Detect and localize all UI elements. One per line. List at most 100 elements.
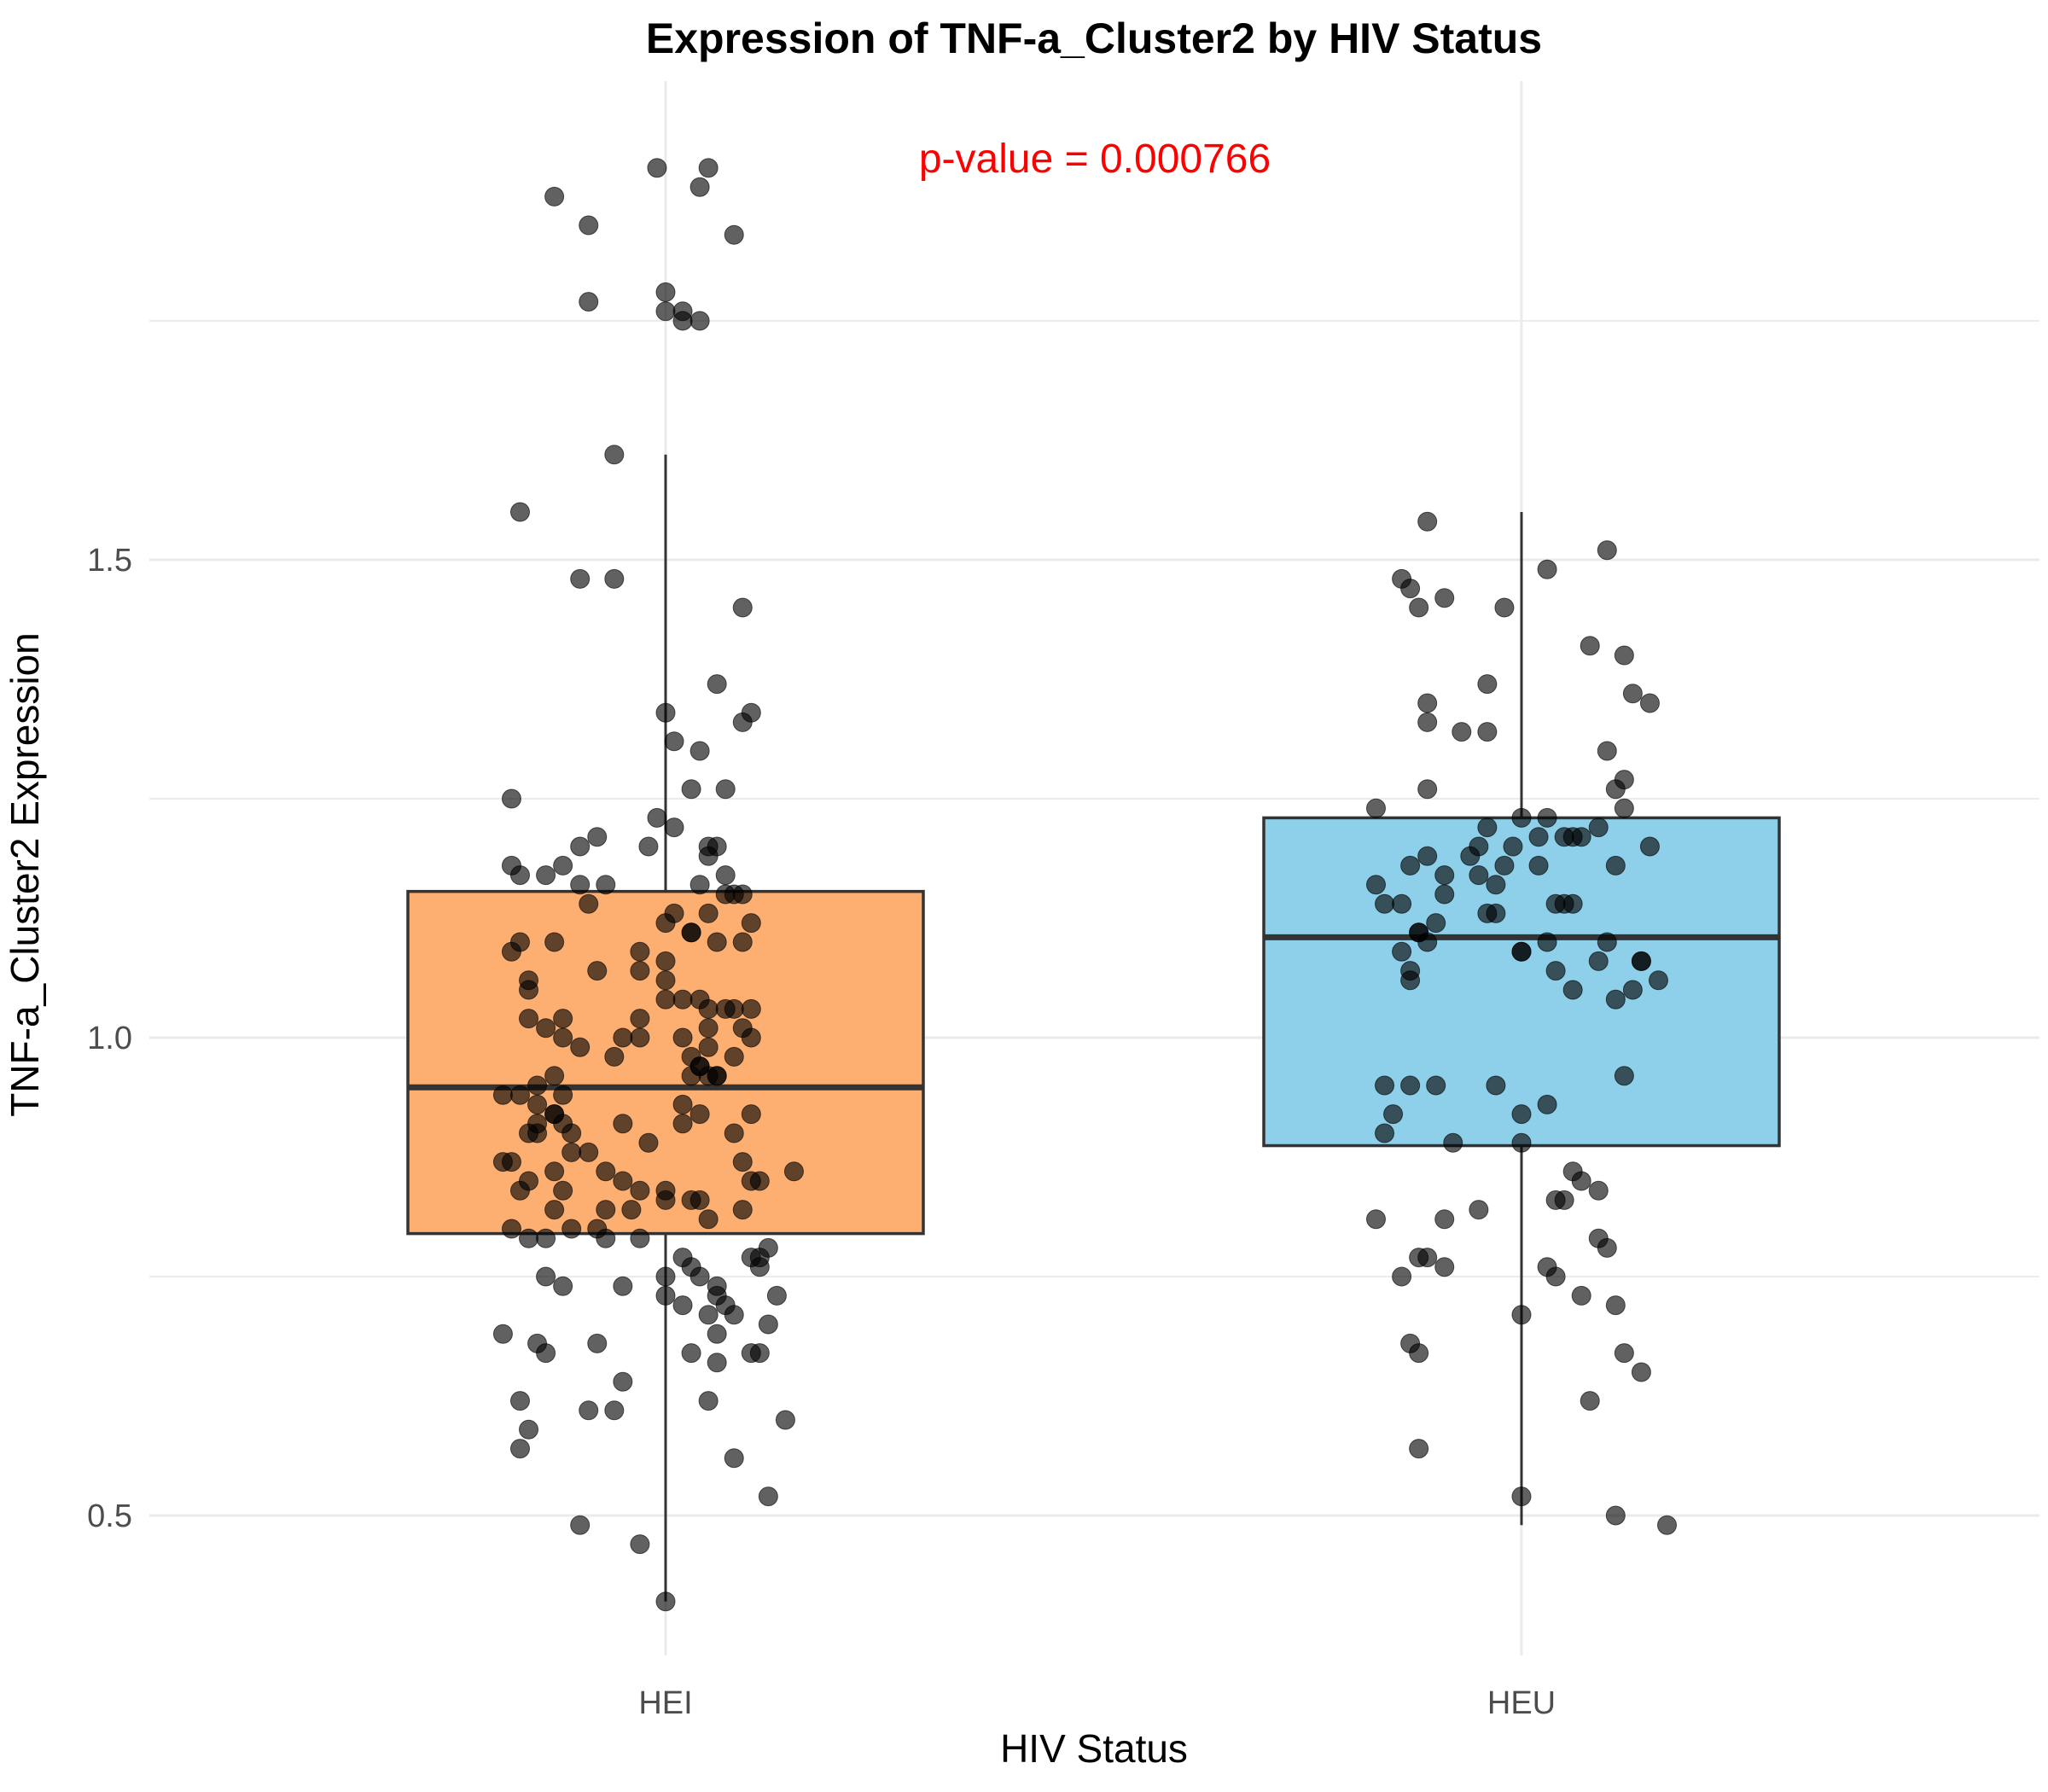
data-point-HEI <box>741 998 761 1019</box>
y-tick-label: 1.5 <box>87 543 132 579</box>
data-point-HEI <box>536 1018 556 1039</box>
data-point-HEI <box>596 875 616 895</box>
data-point-HEI <box>519 1009 539 1029</box>
x-axis-title: HIV Status <box>1000 1726 1188 1771</box>
data-point-HEI <box>509 1180 530 1201</box>
data-point-HEU <box>1528 855 1549 876</box>
data-point-HEI <box>501 788 521 809</box>
data-points <box>492 158 1678 1612</box>
data-point-HEI <box>689 311 710 331</box>
data-point-HEI <box>561 1142 582 1162</box>
data-point-HEI <box>587 1333 608 1353</box>
data-point-HEI <box>613 1027 633 1048</box>
data-point-HEI <box>570 1515 591 1535</box>
data-point-HEU <box>1409 1248 1429 1268</box>
data-point-HEI <box>536 1266 556 1287</box>
data-point-HEU <box>1486 1075 1506 1096</box>
y-tick-label: 0.5 <box>87 1498 132 1534</box>
data-point-HEU <box>1494 597 1515 618</box>
data-point-HEI <box>766 1285 787 1306</box>
data-point-HEI <box>509 502 530 522</box>
data-point-HEU <box>1469 1200 1489 1220</box>
data-point-HEI <box>681 1190 701 1210</box>
data-point-HEU <box>1511 941 1532 962</box>
data-point-HEI <box>672 989 693 1009</box>
data-point-HEU <box>1383 1104 1404 1125</box>
data-point-HEI <box>698 836 719 857</box>
data-point-HEU <box>1392 893 1412 914</box>
data-point-HEI <box>689 741 710 761</box>
data-point-HEU <box>1648 970 1668 991</box>
data-point-HEU <box>1486 875 1506 895</box>
data-point-HEI <box>492 1085 513 1105</box>
data-point-HEI <box>596 1161 616 1182</box>
data-point-HEI <box>519 1228 539 1248</box>
data-point-HEI <box>509 865 530 886</box>
data-point-HEU <box>1511 807 1532 828</box>
data-point-HEI <box>544 1104 565 1125</box>
data-point-HEI <box>672 1027 693 1048</box>
y-axis-title: TNF-a_Cluster2 Expression <box>3 632 47 1117</box>
data-point-HEU <box>1639 836 1660 857</box>
data-point-HEI <box>630 1534 650 1555</box>
data-point-HEI <box>630 1027 650 1048</box>
data-point-HEI <box>732 932 753 952</box>
data-point-HEI <box>587 961 608 981</box>
data-point-HEU <box>1537 932 1557 952</box>
data-point-HEU <box>1631 1362 1651 1382</box>
data-point-HEU <box>1511 1104 1532 1125</box>
data-point-HEU <box>1571 1171 1591 1191</box>
data-point-HEI <box>579 215 599 236</box>
data-point-HEI <box>638 836 659 857</box>
data-point-HEU <box>1392 1266 1412 1287</box>
data-point-HEU <box>1588 1180 1609 1201</box>
data-point-HEI <box>501 1219 521 1239</box>
data-point-HEU <box>1605 779 1626 800</box>
data-point-HEI <box>527 1094 548 1114</box>
data-point-HEI <box>544 1200 565 1220</box>
data-point-HEI <box>553 1276 573 1296</box>
data-point-HEI <box>698 1018 719 1039</box>
data-point-HEU <box>1580 636 1600 656</box>
data-point-HEU <box>1375 1075 1395 1096</box>
data-point-HEI <box>724 998 744 1019</box>
data-point-HEI <box>604 1400 625 1421</box>
data-point-HEU <box>1409 1439 1429 1459</box>
data-point-HEI <box>689 1056 710 1077</box>
data-point-HEI <box>655 282 676 302</box>
data-point-HEI <box>579 1142 599 1162</box>
data-point-HEI <box>698 998 719 1019</box>
data-point-HEI <box>587 1219 608 1239</box>
data-point-HEI <box>570 875 591 895</box>
data-point-HEU <box>1443 1132 1463 1153</box>
data-point-HEU <box>1588 951 1609 971</box>
box-HEU <box>1262 816 1781 1148</box>
data-point-HEU <box>1562 893 1583 914</box>
data-point-HEI <box>732 597 753 618</box>
data-point-HEU <box>1614 1343 1634 1364</box>
data-point-HEI <box>741 1171 761 1191</box>
data-point-HEI <box>758 1314 778 1335</box>
data-point-HEI <box>698 158 719 178</box>
data-point-HEI <box>553 1009 573 1029</box>
data-point-HEU <box>1614 1066 1634 1086</box>
data-point-HEI <box>698 1305 719 1325</box>
data-point-HEI <box>536 865 556 886</box>
data-point-HEI <box>536 1343 556 1364</box>
data-point-HEI <box>655 1285 676 1306</box>
data-point-HEU <box>1528 827 1549 847</box>
data-point-HEI <box>579 292 599 312</box>
data-point-HEI <box>724 1305 744 1325</box>
data-point-HEI <box>732 712 753 732</box>
data-point-HEI <box>655 1591 676 1612</box>
data-point-HEU <box>1477 903 1498 923</box>
data-point-HEI <box>492 1324 513 1344</box>
data-point-HEU <box>1537 1094 1557 1114</box>
data-point-HEI <box>689 1104 710 1125</box>
data-point-HEI <box>613 1276 633 1296</box>
data-point-HEU <box>1597 741 1617 761</box>
data-point-HEI <box>509 1391 530 1411</box>
data-point-HEI <box>681 1343 701 1364</box>
data-point-HEI <box>707 1353 727 1373</box>
